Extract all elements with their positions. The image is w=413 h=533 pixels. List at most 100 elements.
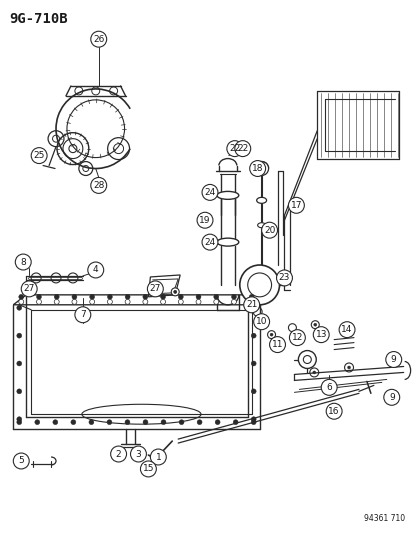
Circle shape	[234, 141, 250, 157]
Ellipse shape	[257, 223, 265, 228]
Text: 1: 1	[155, 453, 161, 462]
Circle shape	[202, 234, 217, 250]
Circle shape	[325, 403, 341, 419]
Circle shape	[19, 300, 24, 304]
Text: 21: 21	[245, 300, 257, 309]
Text: 17: 17	[290, 201, 301, 210]
Circle shape	[253, 314, 269, 330]
Circle shape	[35, 419, 40, 425]
Text: 27: 27	[150, 285, 161, 293]
Text: 5: 5	[18, 456, 24, 465]
Text: 9: 9	[390, 355, 396, 364]
Circle shape	[89, 419, 94, 425]
Circle shape	[269, 337, 285, 352]
Circle shape	[107, 294, 112, 300]
Circle shape	[140, 461, 156, 477]
Circle shape	[36, 300, 41, 304]
Ellipse shape	[216, 191, 238, 199]
Circle shape	[197, 212, 212, 228]
Ellipse shape	[216, 238, 238, 246]
Circle shape	[17, 333, 22, 338]
Circle shape	[107, 300, 112, 304]
Text: 20: 20	[263, 225, 275, 235]
Circle shape	[160, 294, 165, 300]
Circle shape	[54, 294, 59, 300]
Text: 19: 19	[199, 216, 210, 225]
Circle shape	[36, 294, 41, 300]
Circle shape	[21, 281, 37, 297]
Circle shape	[251, 389, 256, 394]
Text: 11: 11	[271, 340, 282, 349]
Circle shape	[312, 371, 315, 374]
Text: 7: 7	[80, 310, 85, 319]
Circle shape	[142, 419, 147, 425]
Circle shape	[130, 446, 146, 462]
Circle shape	[251, 361, 256, 366]
Text: 16: 16	[328, 407, 339, 416]
Text: 8: 8	[20, 257, 26, 266]
Circle shape	[261, 222, 277, 238]
Circle shape	[338, 322, 354, 337]
Circle shape	[19, 294, 24, 300]
Circle shape	[251, 305, 256, 310]
Circle shape	[150, 449, 166, 465]
Text: 94361 710: 94361 710	[363, 514, 404, 523]
Circle shape	[88, 262, 103, 278]
Circle shape	[71, 419, 76, 425]
Circle shape	[196, 300, 201, 304]
Circle shape	[147, 281, 163, 297]
Circle shape	[161, 419, 166, 425]
Circle shape	[72, 300, 77, 304]
Circle shape	[90, 31, 107, 47]
Text: 18: 18	[251, 164, 263, 173]
Circle shape	[107, 419, 112, 425]
Circle shape	[226, 141, 242, 157]
Circle shape	[110, 446, 126, 462]
Circle shape	[313, 323, 316, 326]
Text: 15: 15	[142, 464, 154, 473]
Circle shape	[171, 288, 179, 296]
Circle shape	[142, 300, 147, 304]
Text: 9: 9	[388, 393, 394, 402]
Text: 12: 12	[291, 333, 302, 342]
Circle shape	[269, 333, 273, 336]
Text: 28: 28	[93, 181, 104, 190]
Circle shape	[249, 160, 265, 176]
Circle shape	[385, 352, 401, 367]
Circle shape	[53, 419, 58, 425]
Circle shape	[54, 300, 59, 304]
Circle shape	[17, 305, 22, 310]
Circle shape	[160, 300, 165, 304]
Circle shape	[249, 300, 254, 304]
Circle shape	[231, 294, 236, 300]
Circle shape	[347, 366, 350, 369]
Text: 26: 26	[93, 35, 104, 44]
Circle shape	[13, 453, 29, 469]
Circle shape	[72, 294, 77, 300]
Circle shape	[17, 417, 22, 422]
Circle shape	[313, 327, 328, 343]
Text: 9G-710B: 9G-710B	[9, 12, 68, 26]
Circle shape	[303, 356, 311, 364]
Text: 23: 23	[278, 273, 290, 282]
Circle shape	[239, 265, 279, 305]
Circle shape	[90, 300, 95, 304]
Circle shape	[298, 351, 316, 368]
Circle shape	[251, 333, 256, 338]
Circle shape	[213, 300, 218, 304]
Circle shape	[254, 161, 268, 175]
Text: 25: 25	[33, 151, 45, 160]
Text: 22: 22	[229, 144, 240, 153]
Text: 13: 13	[315, 330, 326, 339]
Circle shape	[249, 294, 254, 300]
Circle shape	[251, 417, 256, 422]
Circle shape	[125, 419, 130, 425]
Circle shape	[251, 419, 256, 425]
Circle shape	[31, 148, 47, 164]
Circle shape	[233, 419, 237, 425]
Circle shape	[173, 290, 176, 293]
Text: 10: 10	[255, 317, 267, 326]
Circle shape	[288, 197, 304, 213]
Circle shape	[243, 297, 259, 313]
Circle shape	[90, 177, 107, 193]
